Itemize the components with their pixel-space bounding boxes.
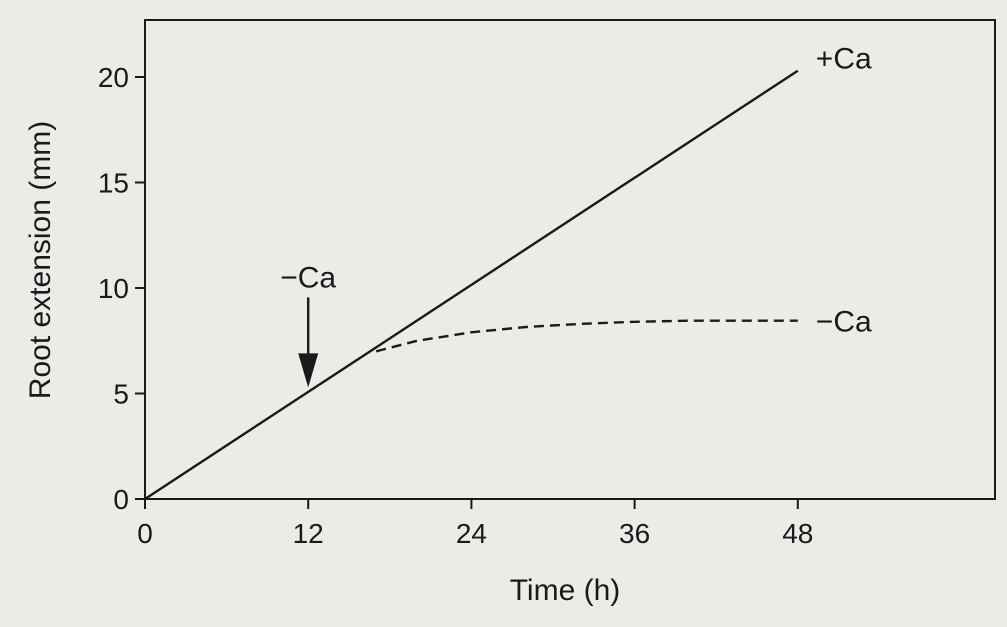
- series-label: −Ca: [816, 306, 872, 339]
- y-tick-label: 10: [98, 273, 129, 304]
- y-tick-label: 0: [113, 484, 129, 515]
- arrow-head: [298, 353, 319, 388]
- plot-frame: [144, 19, 996, 500]
- x-tick-label: 0: [137, 518, 153, 549]
- y-axis-title: Root extension (mm): [24, 121, 57, 399]
- series-line: [375, 319, 798, 353]
- x-axis-ticks: 0 12 24 36 48: [137, 499, 813, 549]
- x-tick-label: 12: [293, 518, 324, 549]
- y-tick-label: 5: [113, 379, 129, 410]
- series-layer: +Ca −Ca: [144, 43, 872, 501]
- y-tick-label: 20: [98, 62, 129, 93]
- y-axis-ticks: 0 5 10 15 20: [98, 62, 145, 515]
- annotation-layer: −Ca: [280, 261, 336, 388]
- x-tick-label: 24: [456, 518, 487, 549]
- x-tick-label: 36: [619, 518, 650, 549]
- arrow-label: −Ca: [280, 261, 336, 294]
- y-tick-label: 15: [98, 168, 129, 199]
- series-label: +Ca: [816, 43, 872, 76]
- x-tick-label: 48: [782, 518, 813, 549]
- series-line: [144, 69, 799, 501]
- x-axis-title: Time (h): [510, 574, 621, 607]
